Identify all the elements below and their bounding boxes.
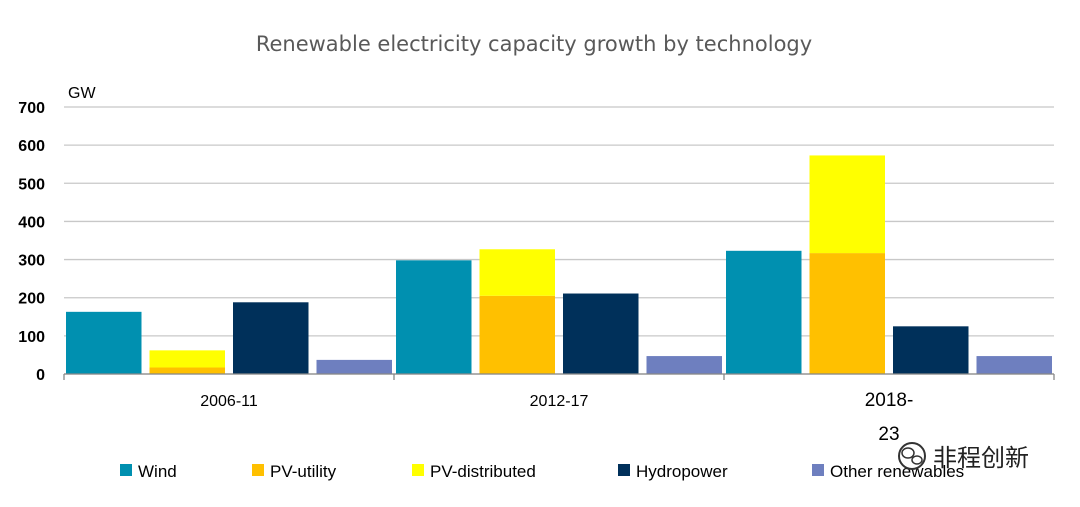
y-tick-label: 0 xyxy=(36,367,45,384)
bar-other-renewables xyxy=(976,356,1052,374)
y-tick-label: 300 xyxy=(18,253,45,270)
x-category-label: 2018-23 xyxy=(865,390,914,445)
bar-pv-utility xyxy=(149,367,225,374)
y-tick-label: 500 xyxy=(18,176,45,193)
bar-pv-utility xyxy=(479,295,555,374)
bar-hydropower xyxy=(233,302,309,374)
legend: Wind PV-utility PV-distributed Hydropower Ot… xyxy=(120,462,964,481)
x-category-label: 2006-11 xyxy=(200,393,258,410)
watermark-text: 非程创新 xyxy=(933,444,1029,472)
bar-other-renewables xyxy=(646,356,722,374)
bar-pv-distributed xyxy=(479,249,555,296)
watermark: 非程创新 xyxy=(898,442,1029,472)
x-axis-categories: 2006-11 2012-17 2018-23 xyxy=(200,390,913,445)
legend-swatch xyxy=(618,464,630,476)
y-tick-label: 200 xyxy=(18,291,45,308)
legend-label: PV-distributed xyxy=(430,462,536,481)
bar-other-renewables xyxy=(316,359,392,374)
bars xyxy=(66,155,1052,374)
legend-label: Other renewables xyxy=(830,462,964,481)
legend-swatch xyxy=(120,464,132,476)
wechat-icon xyxy=(898,442,926,470)
y-tick-label: 700 xyxy=(18,100,45,117)
x-axis xyxy=(63,373,1055,380)
bar-hydropower xyxy=(563,293,639,374)
y-axis-ticks: 0 100 200 300 400 500 600 700 xyxy=(18,100,45,384)
bar-wind xyxy=(396,260,472,374)
legend-label: Hydropower xyxy=(636,462,728,481)
y-axis-label: GW xyxy=(68,85,96,102)
legend-swatch xyxy=(812,464,824,476)
bar-wind xyxy=(66,311,142,374)
bar-pv-utility xyxy=(809,253,885,374)
chart-title: Renewable electricity capacity growth by… xyxy=(256,32,812,56)
legend-label: Wind xyxy=(138,462,177,481)
gridlines xyxy=(64,106,1054,375)
bar-pv-distributed xyxy=(149,350,225,368)
bar-hydropower xyxy=(893,326,969,374)
bar-wind xyxy=(726,250,802,374)
y-tick-label: 100 xyxy=(18,329,45,346)
y-tick-label: 600 xyxy=(18,138,45,155)
bar-pv-distributed xyxy=(809,155,885,254)
x-category-label: 2012-17 xyxy=(530,393,589,410)
legend-swatch xyxy=(252,464,264,476)
legend-swatch xyxy=(412,464,424,476)
legend-label: PV-utility xyxy=(270,462,337,481)
y-tick-label: 400 xyxy=(18,214,45,231)
